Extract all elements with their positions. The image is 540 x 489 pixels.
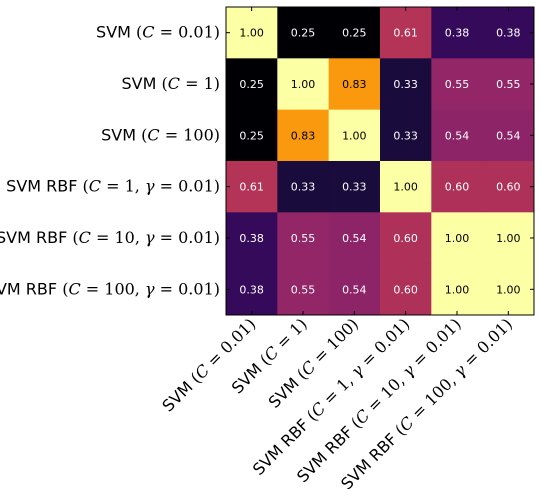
cell-value-label: 0.61 <box>393 27 418 40</box>
heatmap-cell-1-2 <box>328 58 381 111</box>
cell-value-label: 1.00 <box>496 232 521 245</box>
heatmap-cell-3-4 <box>431 160 484 213</box>
cell-value-label: 1.00 <box>342 129 367 142</box>
heatmap-cell-5-2 <box>328 263 381 316</box>
heatmap-cell-3-3 <box>379 160 432 213</box>
heatmap-cell-5-4 <box>431 263 484 316</box>
cell-value-label: 0.55 <box>291 283 316 296</box>
cell-value-label: 1.00 <box>239 27 264 40</box>
x-tick-label: SVM (C = 100) <box>265 314 362 411</box>
cell-value-label: 0.38 <box>239 232 264 245</box>
heatmap-cell-3-2 <box>328 160 381 213</box>
cell-value-label: 0.60 <box>393 232 418 245</box>
heatmap-cell-0-0 <box>226 7 278 59</box>
cell-value-label: 1.00 <box>496 283 521 296</box>
heatmap-cell-1-1 <box>277 58 330 111</box>
cell-value-label: 0.55 <box>291 232 316 245</box>
heatmap-cell-1-0 <box>226 58 278 111</box>
heatmap-cell-5-1 <box>277 263 330 316</box>
heatmap-cell-2-1 <box>277 109 330 162</box>
heatmap-cell-2-2 <box>328 109 381 162</box>
heatmap-cell-2-5 <box>482 109 535 162</box>
heatmap-cell-4-2 <box>328 212 381 265</box>
y-axis-tick-labels: SVM (C = 0.01) SVM (C = 1) SVM (C = 100) SV… <box>0 23 220 299</box>
y-tick-label: SVM (C = 1) <box>122 74 221 93</box>
heatmap-cell-1-3 <box>379 58 432 111</box>
cell-value-label: 0.38 <box>239 283 264 296</box>
heatmap-cell-4-5 <box>482 212 535 265</box>
heatmap-cell-5-3 <box>379 263 432 316</box>
y-tick-label: SVM RBF (C = 10, γ = 0.01) <box>0 228 220 247</box>
heatmap-cell-1-4 <box>431 58 484 111</box>
cell-value-label: 0.55 <box>496 78 521 91</box>
heatmap-cell-3-0 <box>226 160 278 213</box>
cell-value-label: 0.60 <box>496 181 521 194</box>
cell-value-label: 0.33 <box>291 181 316 194</box>
cell-value-label: 0.54 <box>342 232 367 245</box>
cell-value-label: 0.25 <box>342 27 367 40</box>
heatmap-cell-3-1 <box>277 160 330 213</box>
cell-value-label: 0.60 <box>445 181 470 194</box>
cell-value-label: 0.38 <box>496 27 521 40</box>
plot-frame <box>225 6 535 316</box>
heatmap-cell-5-5 <box>482 263 535 316</box>
cell-value-label: 0.54 <box>445 129 470 142</box>
cell-value-label: 0.54 <box>496 129 521 142</box>
y-tick-label: SVM (C = 0.01) <box>96 23 220 42</box>
cell-value-label: 0.55 <box>445 78 470 91</box>
cell-value-label: 0.25 <box>239 78 264 91</box>
heatmap-cell-0-2 <box>328 7 381 59</box>
heatmap-cell-3-5 <box>482 160 535 213</box>
cell-value-label: 1.00 <box>445 232 470 245</box>
y-tick-label: SVM RBF (C = 100, γ = 0.01) <box>0 279 220 298</box>
axis-ticks <box>226 7 534 315</box>
heatmap-cell-4-0 <box>226 212 278 265</box>
heatmap-cell-4-3 <box>379 212 432 265</box>
cell-value-label: 1.00 <box>291 78 316 91</box>
cell-value-label: 0.33 <box>342 181 367 194</box>
heatmap-cell-2-0 <box>226 109 278 162</box>
heatmap-cells: 1.00 0.25 0.25 0.61 0.38 0.38 0.25 1.00 0.83 0.33… <box>226 7 535 316</box>
x-axis-tick-labels: SVM (C = 0.01)SVM (C = 1)SVM (C = 100)SV… <box>158 314 516 489</box>
cell-value-label: 0.83 <box>342 78 367 91</box>
cell-value-label: 1.00 <box>393 181 418 194</box>
cell-value-label: 0.54 <box>342 283 367 296</box>
heatmap-cell-5-0 <box>226 263 278 316</box>
cell-value-label: 0.60 <box>393 283 418 296</box>
x-tick-label: SVM (C = 0.01) <box>158 314 259 415</box>
cell-value-label: 0.25 <box>291 27 316 40</box>
cell-value-label: 0.38 <box>445 27 470 40</box>
heatmap-cell-0-3 <box>379 7 432 59</box>
heatmap-cell-0-4 <box>431 7 484 59</box>
heatmap-cell-0-5 <box>482 7 535 59</box>
y-tick-label: SVM (C = 100) <box>101 125 220 144</box>
cell-value-label: 0.61 <box>239 181 264 194</box>
cell-value-label: 0.33 <box>393 78 418 91</box>
cell-value-label: 0.83 <box>291 129 316 142</box>
heatmap-cell-2-3 <box>379 109 432 162</box>
cell-value-label: 1.00 <box>445 283 470 296</box>
heatmap-cell-2-4 <box>431 109 484 162</box>
heatmap-cell-1-5 <box>482 58 535 111</box>
cell-value-label: 0.25 <box>239 129 264 142</box>
heatmap-cell-4-4 <box>431 212 484 265</box>
y-tick-label: SVM RBF (C = 1, γ = 0.01) <box>6 177 220 196</box>
heatmap-cell-0-1 <box>277 7 330 59</box>
heatmap-cell-4-1 <box>277 212 330 265</box>
cell-value-label: 0.33 <box>393 129 418 142</box>
